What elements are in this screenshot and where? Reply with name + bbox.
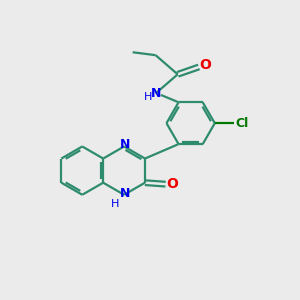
- Text: O: O: [166, 177, 178, 191]
- Text: Cl: Cl: [236, 117, 249, 130]
- Text: N: N: [150, 87, 161, 100]
- Text: H: H: [110, 199, 119, 209]
- Text: N: N: [119, 139, 130, 152]
- Text: N: N: [119, 187, 130, 200]
- Text: H: H: [144, 92, 153, 102]
- Text: O: O: [200, 58, 211, 73]
